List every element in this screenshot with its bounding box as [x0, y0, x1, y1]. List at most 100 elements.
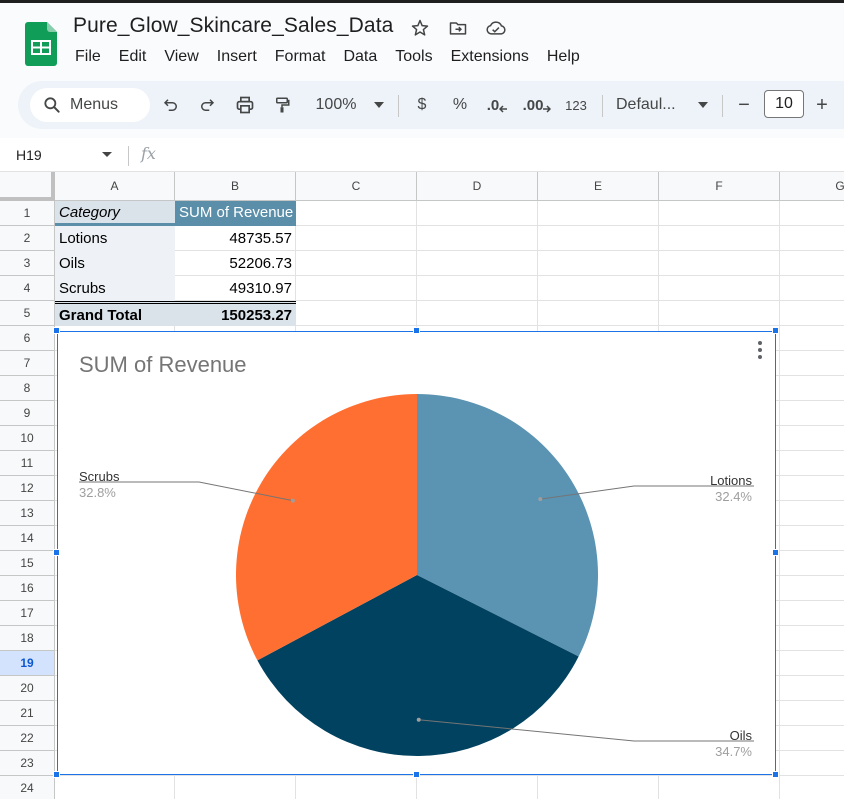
column-header-f[interactable]: F [659, 172, 780, 201]
row-header-8[interactable]: 8 [0, 376, 55, 401]
pie-chart[interactable]: SUM of Revenue Lotions 32.4% Oils 34.7% Scru… [53, 327, 779, 778]
toolbar-separator [602, 95, 603, 117]
row-header-3[interactable]: 3 [0, 251, 55, 276]
resize-handle[interactable] [772, 549, 779, 556]
formula-bar: H19 fx [0, 138, 844, 172]
format-percent-button[interactable]: % [452, 96, 468, 113]
column-header-c[interactable]: C [296, 172, 417, 201]
leader-dot [290, 498, 295, 503]
pivot-header-value[interactable]: SUM of Revenue [175, 201, 296, 226]
menu-file[interactable]: File [75, 48, 101, 65]
increase-font-size-button[interactable]: + [816, 93, 828, 116]
decrease-decimal-button[interactable]: .0 [484, 91, 510, 119]
pivot-grand-total-value[interactable]: 150253.27 [175, 301, 296, 326]
pivot-row-category[interactable]: Lotions [55, 226, 175, 251]
menu-insert[interactable]: Insert [216, 48, 257, 65]
zoom-select[interactable]: 100% [315, 96, 357, 113]
slice-percent-lotions: 32.4% [715, 489, 752, 504]
menu-format[interactable]: Format [274, 48, 326, 65]
pie-slice-lotions[interactable] [417, 394, 598, 657]
decrease-font-size-button[interactable]: − [738, 93, 750, 116]
row-header-12[interactable]: 12 [0, 476, 55, 501]
toolbar: Menus 100% $ % .0 .00 123 Defaul.. [18, 81, 844, 129]
column-header-g[interactable]: G [780, 172, 844, 201]
row-header-11[interactable]: 11 [0, 451, 55, 476]
pivot-row-category[interactable]: Oils [55, 251, 175, 276]
menu-tools[interactable]: Tools [395, 48, 433, 65]
row-header-13[interactable]: 13 [0, 501, 55, 526]
menu-help[interactable]: Help [546, 48, 580, 65]
row-header-9[interactable]: 9 [0, 401, 55, 426]
star-icon[interactable] [408, 16, 432, 40]
redo-icon[interactable] [196, 91, 218, 119]
font-size-input[interactable]: 10 [764, 90, 804, 118]
pie-slice-oils[interactable] [257, 575, 579, 756]
resize-handle[interactable] [412, 771, 420, 778]
row-header-7[interactable]: 7 [0, 351, 55, 376]
row-header-21[interactable]: 21 [0, 701, 55, 726]
cloud-saved-icon[interactable] [484, 16, 508, 40]
row-header-16[interactable]: 16 [0, 576, 55, 601]
resize-handle[interactable] [412, 327, 420, 334]
increase-decimal-button[interactable]: .00 [522, 91, 552, 119]
more-formats-button[interactable]: 123 [565, 97, 587, 113]
row-header-4[interactable]: 4 [0, 276, 55, 301]
format-currency-button[interactable]: $ [417, 96, 427, 113]
name-box[interactable]: H19 [16, 147, 42, 163]
row-header-20[interactable]: 20 [0, 676, 55, 701]
column-header-e[interactable]: E [538, 172, 659, 201]
print-icon[interactable] [232, 91, 258, 119]
chart-title: SUM of Revenue [79, 352, 247, 377]
row-header-2[interactable]: 2 [0, 226, 55, 251]
row-header-17[interactable]: 17 [0, 601, 55, 626]
decrease-decimal-label: .0 [486, 96, 500, 114]
row-header-10[interactable]: 10 [0, 426, 55, 451]
resize-handle[interactable] [772, 327, 779, 334]
resize-handle[interactable] [53, 327, 60, 334]
zoom-dropdown-chevron-icon[interactable] [372, 91, 386, 119]
select-all-corner[interactable] [0, 172, 55, 201]
search-menus-button[interactable]: Menus [30, 88, 150, 122]
row-header-5[interactable]: 5 [0, 301, 55, 326]
sheets-logo-icon[interactable] [25, 22, 57, 66]
row-header-19[interactable]: 19 [0, 651, 55, 676]
row-header-18[interactable]: 18 [0, 626, 55, 651]
column-header-d[interactable]: D [417, 172, 538, 201]
name-box-chevron-icon[interactable] [102, 152, 112, 157]
row-header-24[interactable]: 24 [0, 776, 55, 799]
document-title[interactable]: Pure_Glow_Skincare_Sales_Data [73, 14, 394, 37]
move-to-folder-icon[interactable] [446, 16, 470, 40]
slice-label-lotions: Lotions [710, 473, 752, 488]
pivot-row-value[interactable]: 49310.97 [229, 280, 292, 297]
menu-data[interactable]: Data [343, 48, 378, 65]
resize-handle[interactable] [772, 771, 779, 778]
row-header-6[interactable]: 6 [0, 326, 55, 351]
row-header-23[interactable]: 23 [0, 751, 55, 776]
column-header-a[interactable]: A [55, 172, 175, 201]
pivot-header-category[interactable]: Category [55, 201, 175, 226]
menu-edit[interactable]: Edit [118, 48, 147, 65]
paint-format-icon[interactable] [270, 91, 294, 119]
pivot-row-value[interactable]: 48735.57 [229, 230, 292, 247]
menu-view[interactable]: View [164, 48, 199, 65]
leader-dot [538, 497, 543, 502]
undo-icon[interactable] [160, 91, 182, 119]
font-dropdown-chevron-icon[interactable] [696, 91, 710, 119]
resize-handle[interactable] [53, 771, 60, 778]
menu-extensions[interactable]: Extensions [450, 48, 529, 65]
pivot-row-value[interactable]: 52206.73 [229, 255, 292, 272]
pivot-row-category[interactable]: Scrubs [55, 276, 175, 301]
chart-more-options-icon[interactable] [755, 341, 765, 363]
window-top-border [0, 0, 844, 3]
pivot-grand-total-label[interactable]: Grand Total [55, 301, 175, 326]
row-header-1[interactable]: 1 [0, 201, 55, 226]
font-family-select[interactable]: Defaul... [616, 96, 676, 113]
resize-handle[interactable] [53, 549, 60, 556]
column-header-b[interactable]: B [175, 172, 296, 201]
row-header-14[interactable]: 14 [0, 526, 55, 551]
row-header-22[interactable]: 22 [0, 726, 55, 751]
row-gridline [55, 325, 844, 326]
row-header-15[interactable]: 15 [0, 551, 55, 576]
pie-slice-scrubs[interactable] [235, 394, 417, 661]
